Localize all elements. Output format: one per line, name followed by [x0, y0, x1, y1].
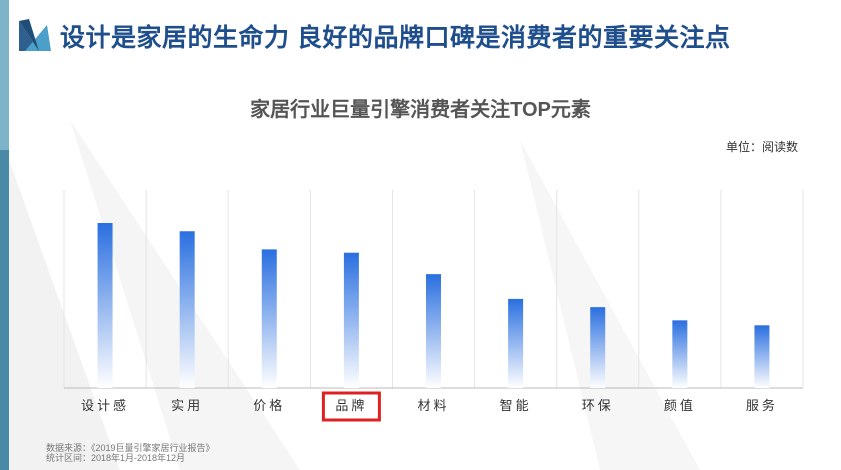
chart-title: 家居行业巨量引擎消费者关注TOP元素	[250, 99, 591, 121]
category-label: 实用	[171, 399, 203, 414]
bar-5	[426, 274, 441, 388]
bar-8	[672, 320, 688, 388]
bar-7	[590, 307, 606, 388]
bar-4	[343, 252, 359, 388]
category-label: 环保	[582, 399, 614, 414]
left-accent-stripe	[0, 0, 9, 470]
unit-label: 单位：阅读数	[725, 140, 798, 154]
bar-3	[261, 249, 277, 388]
category-label: 材料	[417, 399, 449, 414]
category-label: 颜值	[664, 398, 696, 414]
bar-6	[508, 298, 524, 388]
page-headline: 设计是家居的生命力 良好的品牌口碑是消费者的重要关注点	[60, 24, 731, 52]
category-label: 服务	[746, 398, 778, 414]
category-label: 品牌	[335, 398, 367, 414]
period-line: 统计区间：2018年1月-2018年12月	[46, 453, 186, 463]
highlight-box	[321, 391, 381, 422]
left-accent-stripe-top	[0, 0, 9, 150]
source-line: 数据来源：《2019巨量引擎家居行业报告》	[46, 443, 215, 453]
category-label: 设计感	[81, 398, 129, 414]
brand-logo-icon	[19, 19, 51, 51]
bar-9	[754, 325, 770, 388]
data-source-note: 数据来源：《2019巨量引擎家居行业报告》 统计区间：2018年1月-2018年…	[46, 443, 215, 463]
bar-1	[97, 223, 113, 388]
category-label: 智能	[500, 399, 532, 414]
category-label: 价格	[253, 398, 285, 414]
bar-2	[179, 231, 195, 388]
